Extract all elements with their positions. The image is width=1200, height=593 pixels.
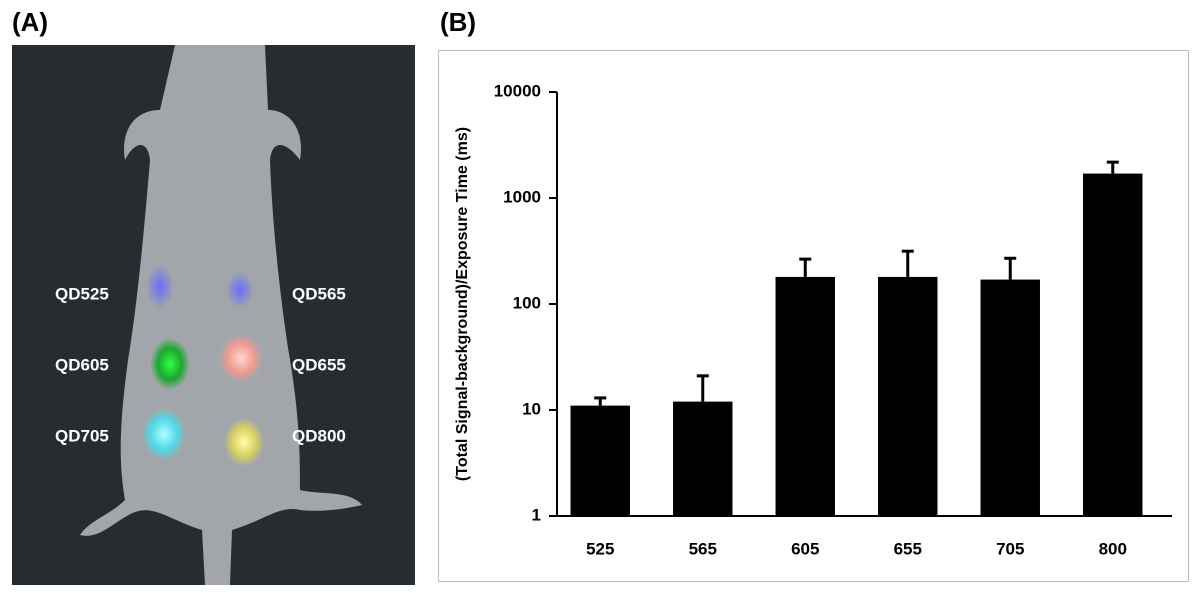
bar (1083, 173, 1143, 516)
error-bar (1004, 256, 1017, 280)
y-tick-label: 10000 (494, 81, 541, 100)
panel-label: (A) (12, 7, 48, 37)
probe-label: QD800 (292, 426, 346, 445)
error-bar (594, 396, 607, 406)
error-bar (1106, 160, 1119, 174)
probe-glow (146, 265, 174, 309)
probe-glow (224, 418, 264, 466)
probe-label: QD655 (292, 355, 346, 374)
x-tick-label: 565 (689, 539, 717, 558)
bar (878, 276, 938, 516)
panel-label: (B) (440, 7, 476, 37)
error-bar (799, 257, 812, 277)
probe-glow (219, 334, 263, 382)
probe-label: QD605 (55, 355, 109, 374)
error-bar (696, 374, 709, 402)
bar (980, 279, 1040, 516)
x-tick-label: 705 (996, 539, 1024, 558)
probe-label: QD565 (292, 284, 346, 303)
bar (570, 405, 630, 516)
probe-label: QD525 (55, 284, 109, 303)
y-axis-label: (Total Signal-background)/Exposure Time … (454, 127, 471, 481)
y-tick-label: 1 (532, 505, 541, 524)
bar (775, 276, 835, 516)
y-tick-label: 1000 (503, 187, 541, 206)
probe-glow (150, 338, 190, 390)
x-tick-label: 525 (586, 539, 614, 558)
x-tick-label: 800 (1099, 539, 1127, 558)
probe-label: QD705 (55, 426, 109, 445)
probe-glow (142, 408, 186, 460)
y-tick-label: 100 (513, 293, 541, 312)
x-tick-label: 605 (791, 539, 819, 558)
y-tick-label: 10 (522, 399, 541, 418)
probe-glow (226, 272, 254, 308)
x-tick-label: 655 (894, 539, 922, 558)
error-bar (901, 249, 914, 277)
bar (673, 401, 733, 516)
